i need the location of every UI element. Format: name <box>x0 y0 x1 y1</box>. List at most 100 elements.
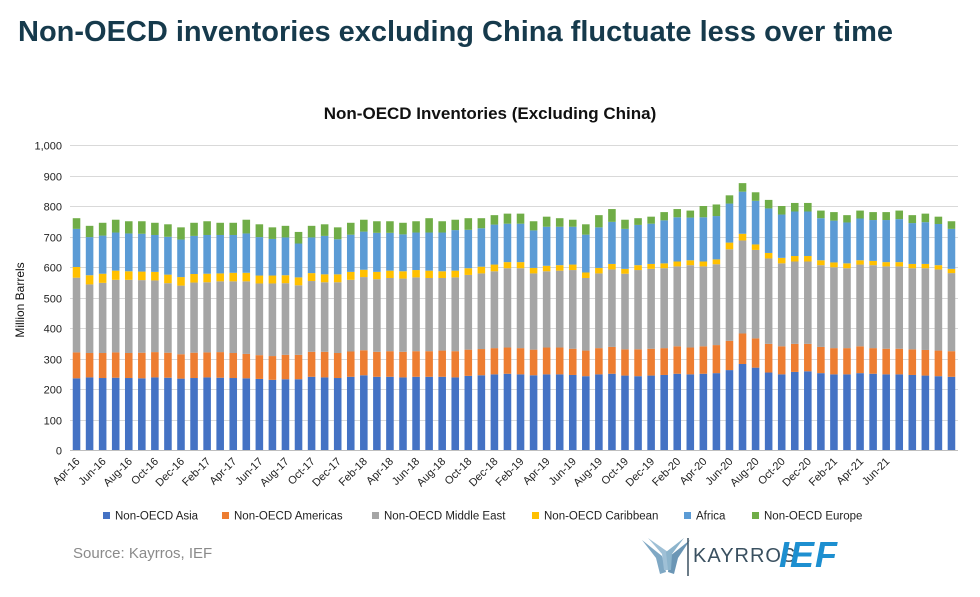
x-tick-label: Feb-18 <box>337 456 370 489</box>
bar-segment <box>464 375 473 450</box>
bar-segment <box>190 235 198 275</box>
bar-segment <box>568 348 577 375</box>
bar-segment <box>294 379 303 450</box>
bar-segment <box>190 282 198 353</box>
bar-segment <box>751 200 760 245</box>
bar-segment <box>451 219 460 231</box>
bar-segment <box>843 215 851 223</box>
bar-segment <box>725 370 734 450</box>
bar-segment <box>921 222 930 264</box>
bar-segment <box>477 349 486 376</box>
bar-segment <box>216 377 224 450</box>
bar-segment <box>111 377 120 450</box>
x-tick-label: Aug-18 <box>415 456 449 490</box>
bar-segment <box>177 277 185 286</box>
x-tick-label: Dec-18 <box>467 456 501 490</box>
bar-segment <box>529 375 538 450</box>
bar-segment <box>360 350 368 376</box>
bar-segment <box>882 348 890 375</box>
bar-segment <box>320 224 329 236</box>
x-tick-label: Dec-20 <box>780 456 814 490</box>
bar-segment <box>647 348 655 376</box>
bar-segment <box>203 377 211 450</box>
bar-segment <box>595 374 603 450</box>
bar-segment <box>164 274 172 284</box>
bar-segment <box>621 375 629 450</box>
bar-segment <box>634 265 642 271</box>
bar-segment <box>777 374 786 450</box>
legend-swatch <box>752 512 759 519</box>
bar-segment <box>268 275 277 284</box>
bar-segment <box>85 353 94 378</box>
bar-segment <box>360 231 368 270</box>
y-tick-label: 900 <box>44 172 62 184</box>
bar-segment <box>72 277 81 353</box>
bar-segment <box>777 346 786 375</box>
x-tick-label: Apr-17 <box>207 456 239 488</box>
bar-segment <box>386 376 394 450</box>
bar-segment <box>647 268 655 349</box>
bar-segment <box>164 283 172 353</box>
bar-segment <box>490 224 499 265</box>
bar-segment <box>908 268 917 350</box>
bar-segment <box>373 221 381 233</box>
legend-swatch <box>684 512 691 519</box>
y-tick-label: 0 <box>56 446 62 458</box>
bar-segment <box>830 348 838 375</box>
bar-segment <box>177 285 185 355</box>
bar-segment <box>477 266 486 274</box>
bar-segment <box>203 221 211 235</box>
bar-segment <box>98 222 107 236</box>
bar-segment <box>85 284 94 354</box>
gridlines <box>70 145 958 421</box>
bar-segment <box>542 226 551 266</box>
bar-segment <box>98 282 107 354</box>
bar-segment <box>777 257 786 264</box>
legend-label: Non-OECD Americas <box>234 511 343 523</box>
bar-segment <box>138 221 146 234</box>
x-tick-label: Feb-20 <box>650 456 683 489</box>
bar-segment <box>529 273 538 350</box>
legend-swatch <box>222 512 229 519</box>
bar-segment <box>947 351 956 377</box>
x-tick-label: Apr-20 <box>678 456 710 488</box>
bar-segment <box>516 223 525 263</box>
bar-segment <box>542 347 551 375</box>
bar-segment <box>882 220 890 263</box>
bar-segment <box>164 352 172 378</box>
bar-segment <box>490 348 499 375</box>
bar-segment <box>333 353 342 379</box>
bar-segment <box>451 377 460 450</box>
bar-segment <box>621 228 629 269</box>
bar-segment <box>582 350 590 377</box>
bar-segment <box>85 377 94 450</box>
bar-segment <box>817 218 825 261</box>
bar-segment <box>477 218 486 229</box>
bar-segment <box>568 270 577 349</box>
bar-segment <box>804 256 812 262</box>
bar-segment <box>751 249 760 339</box>
bar-segment <box>595 348 603 375</box>
bar-segment <box>673 217 682 262</box>
bar-segment <box>373 376 381 450</box>
bar-segment <box>111 232 120 271</box>
bar-segment <box>817 373 825 450</box>
x-tick-label: Dec-16 <box>154 456 188 490</box>
bar-segment <box>373 271 381 280</box>
bar-segment <box>229 281 238 354</box>
x-tick-label: Apr-18 <box>364 456 396 488</box>
bar-segment <box>386 221 394 233</box>
bar-segment <box>72 352 81 379</box>
bar-segment <box>386 351 394 377</box>
x-tick-label: Aug-16 <box>101 456 135 490</box>
bar-segment <box>333 239 342 275</box>
bar-segment <box>595 267 603 274</box>
bar-segment <box>320 274 329 283</box>
bar-segment <box>660 374 668 450</box>
bar-segment <box>242 378 251 450</box>
bar-segment <box>947 376 956 450</box>
bar-segment <box>555 347 564 375</box>
legend-swatch <box>372 512 379 519</box>
bar-segment <box>464 349 473 376</box>
bar-segment <box>333 378 342 450</box>
